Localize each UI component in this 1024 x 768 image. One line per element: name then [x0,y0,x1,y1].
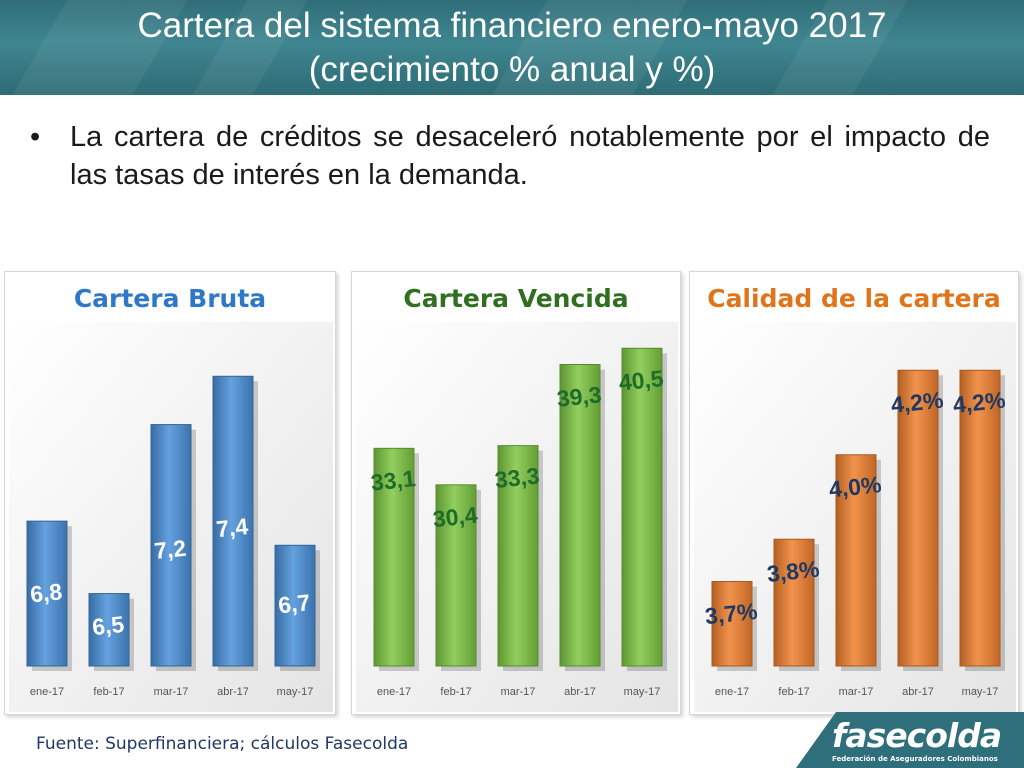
x-tick-mar-17: mar-17 [154,686,189,698]
data-label-abr-17: 7,4 [215,513,250,542]
bar-abr-17 [559,364,601,667]
data-label-abr-17: 39,3 [556,381,603,412]
x-tick-feb-17: feb-17 [778,686,809,698]
data-label-abr-17: 4,2% [890,387,945,418]
page-title: Cartera del sistema financiero enero-may… [0,4,1024,92]
page-title-line-1: Cartera del sistema financiero enero-may… [137,6,887,45]
x-tick-ene-17: ene-17 [715,686,749,698]
data-label-mar-17: 4,0% [828,471,883,502]
x-tick-mar-17: mar-17 [839,686,874,698]
fasecolda-logo: fasecolda Federación de Aseguradores Col… [796,712,1024,768]
data-label-feb-17: 3,8% [766,556,821,587]
x-tick-mar-17: mar-17 [501,686,536,698]
bar-ene-17 [26,520,68,667]
chart-panel-calidad-cartera: 3,7% ene-17 3,8% feb-17 4,0% mar-17 4,2% abr-17… [689,271,1019,715]
x-tick-abr-17: abr-17 [217,686,249,698]
chart-title-cartera-vencida: Cartera Vencida [403,284,629,313]
x-tick-ene-17: ene-17 [30,686,64,698]
x-tick-feb-17: feb-17 [440,686,471,698]
bar-ene-17 [711,581,753,667]
bar-may-17 [274,544,316,667]
header-banner: Cartera del sistema financiero enero-may… [0,0,1024,95]
logo-wordmark: fasecolda [832,716,1002,755]
page-title-line-2: (crecimiento % anual y %) [308,50,716,89]
chart-calidad-cartera: 3,7% ene-17 3,8% feb-17 4,0% mar-17 4,2% abr-17… [694,322,1016,712]
chart-cartera-vencida: 33,1 ene-17 30,4 feb-17 33,3 mar-17 39,3 abr-17… [356,322,678,712]
data-label-may-17: 40,5 [618,365,665,396]
bar-ene-17 [373,447,415,667]
x-tick-may-17: may-17 [624,686,661,698]
chart-panel-cartera-vencida: 33,1 ene-17 30,4 feb-17 33,3 mar-17 39,3 abr-17… [351,271,681,715]
x-tick-may-17: may-17 [277,686,314,698]
bar-feb-17 [88,593,130,667]
bar-mar-17 [150,424,192,667]
logo-background [796,712,1024,768]
source-note: Fuente: Superfinanciera; cálculos Faseco… [36,734,409,754]
bar-mar-17 [497,445,539,667]
logo-subtitle: Federación de Aseguradores Colombianos [832,755,998,763]
chart-panel-cartera-bruta: 6,8 ene-17 6,5 feb-17 7,2 mar-17 7,4 abr-17 6,7 m… [4,271,336,715]
bar-feb-17 [435,484,477,667]
data-label-feb-17: 30,4 [432,502,479,533]
data-label-mar-17: 33,3 [494,462,541,493]
x-tick-may-17: may-17 [962,686,999,698]
x-tick-ene-17: ene-17 [377,686,411,698]
bar-abr-17 [212,375,254,667]
x-tick-feb-17: feb-17 [93,686,124,698]
data-label-feb-17: 6,5 [91,611,126,640]
bar-mar-17 [835,454,877,667]
data-label-mar-17: 7,2 [153,535,188,564]
bullet-point: • La cartera de créditos se desaceleró n… [30,118,990,194]
chart-title-cartera-bruta: Cartera Bruta [73,284,267,313]
bar-abr-17 [897,369,939,667]
data-label-ene-17: 6,8 [29,578,64,607]
x-tick-abr-17: abr-17 [564,686,596,698]
bar-may-17 [959,369,1001,667]
data-label-ene-17: 33,1 [370,465,417,496]
bar-feb-17 [773,538,815,667]
bullet-text: La cartera de créditos se desaceleró not… [70,121,990,191]
data-label-may-17: 4,2% [952,387,1007,418]
data-label-ene-17: 3,7% [704,598,759,629]
bullet-symbol: • [30,121,41,153]
chart-title-calidad-cartera: Calidad de la cartera [707,284,1001,313]
data-label-may-17: 6,7 [277,589,312,618]
x-tick-abr-17: abr-17 [902,686,934,698]
chart-cartera-bruta: 6,8 ene-17 6,5 feb-17 7,2 mar-17 7,4 abr-17 6,7 m… [9,322,333,712]
bar-may-17 [621,347,663,667]
